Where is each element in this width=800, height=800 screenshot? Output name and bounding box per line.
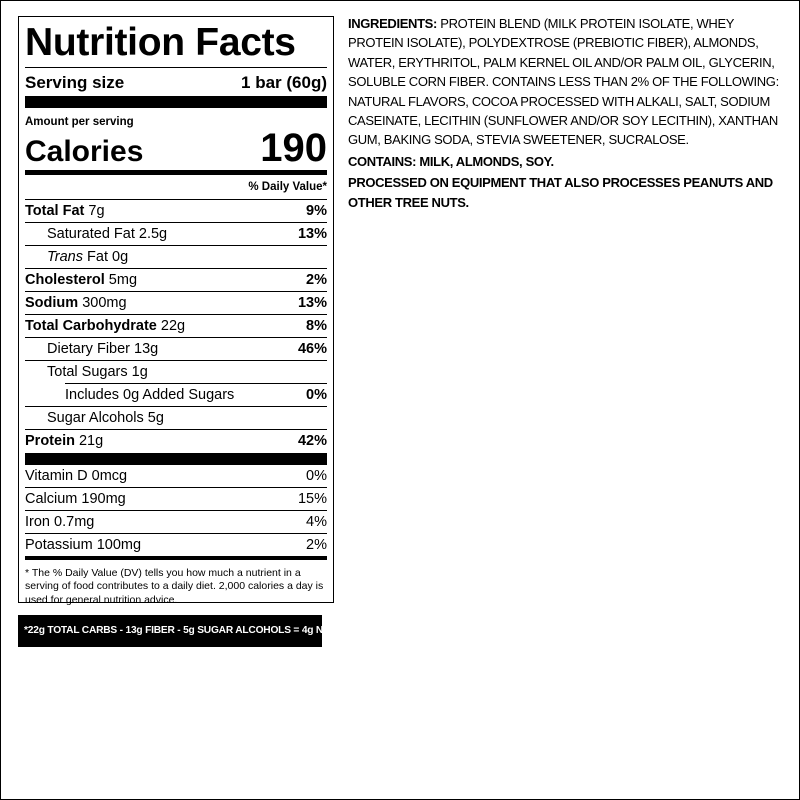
nutrient-name: Saturated Fat (47, 226, 135, 242)
vitamin-amount: 0mcg (91, 468, 128, 484)
serving-size-row: Serving size 1 bar (60g) (25, 68, 327, 96)
nutrient-amount: 21g (78, 433, 104, 449)
ingredients-panel: INGREDIENTS: PROTEIN BLEND (MILK PROTEIN… (348, 14, 788, 212)
nutrient-name: Includes 0g Added Sugars (65, 387, 235, 403)
nutrient-amount: 13g (134, 341, 159, 357)
nutrient-amount: 22g (160, 318, 186, 334)
rule (25, 453, 327, 464)
vitamin-dv: 4% (306, 514, 327, 530)
nutrient-dv: 42% (297, 433, 327, 449)
nutrient-row: Total Fat 7g 9% (25, 199, 327, 222)
nutrient-name: Total Sugars (47, 364, 128, 380)
nutrient-row: Saturated Fat 2.5g 13% (25, 222, 327, 245)
nutrient-amount: 1g (131, 364, 148, 380)
vitamin-dv: 2% (306, 537, 327, 553)
amount-per-serving: Amount per serving (25, 116, 134, 128)
nutrient-name: Protein (25, 433, 75, 449)
processed-statement: PROCESSED ON EQUIPMENT THAT ALSO PROCESS… (348, 175, 773, 210)
nutrient-dv: 46% (297, 341, 327, 357)
nutrient-row: Dietary Fiber 13g 46% (25, 337, 327, 360)
nutrient-dv: 8% (306, 318, 327, 334)
rule (25, 170, 327, 175)
vitamin-name: Potassium (25, 537, 93, 553)
nutrient-dv: 13% (297, 226, 327, 242)
nutrient-amount: 7g (88, 203, 105, 219)
nutrient-row: Protein 21g 42% (25, 429, 327, 452)
nutrient-name-italic: Trans (47, 249, 83, 265)
vitamin-dv: 15% (297, 491, 327, 507)
nutrient-dv: 2% (306, 272, 327, 288)
nutrient-dv: 0% (306, 387, 327, 403)
net-carbs: *22g TOTAL CARBS - 13g FIBER - 5g SUGAR … (18, 615, 374, 647)
vitamin-text: Calcium 190mg (25, 488, 126, 510)
ingredients-text: PROTEIN BLEND (MILK PROTEIN ISOLATE, WHE… (348, 16, 779, 148)
rule (25, 96, 327, 108)
nutrient-name: Sugar Alcohols (47, 410, 144, 426)
vitamin-row: Iron 0.7mg 4% (25, 510, 327, 533)
nutrient-dv: 9% (306, 203, 327, 219)
nutrient-name: Sodium (25, 295, 79, 311)
vitamin-list: Vitamin D 0mcg 0% Calcium 190mg 15% Iron 0.7… (25, 464, 327, 556)
nutrient-row: Cholesterol 5mg 2% (25, 268, 327, 291)
daily-value-header: % Daily Value* (248, 181, 327, 193)
nutrient-name: Total Carbohydrate (25, 318, 157, 334)
vitamin-name: Iron (25, 514, 50, 530)
nutrient-amount: 0g (112, 249, 129, 265)
ingredients: INGREDIENTS: PROTEIN BLEND (MILK PROTEIN… (348, 14, 788, 150)
nutrient-name: Total Fat (25, 203, 85, 219)
vitamin-row: Potassium 100mg 2% (25, 533, 327, 556)
nutrient-amount: 5g (147, 410, 164, 426)
ingredients-label: INGREDIENTS: (348, 16, 437, 31)
nutrient-name: Cholesterol (25, 272, 105, 288)
vitamin-row: Calcium 190mg 15% (25, 487, 327, 510)
vitamin-text: Vitamin D 0mcg (25, 465, 127, 487)
nutrient-name: Dietary Fiber (47, 341, 130, 357)
nutrient-name: Fat (87, 249, 108, 265)
vitamin-dv: 0% (306, 468, 327, 484)
vitamin-text: Iron 0.7mg (25, 511, 94, 533)
contains: CONTAINS: MILK, ALMONDS, SOY. (348, 153, 554, 169)
nutrient-row: Sugar Alcohols 5g (25, 406, 327, 429)
serving-size: 1 bar (60g) (241, 73, 327, 92)
serving-size-label: Serving size (25, 73, 125, 92)
nutrient-row: Total Sugars 1g (25, 360, 327, 383)
vitamin-row: Vitamin D 0mcg 0% (25, 464, 327, 487)
vitamin-amount: 100mg (96, 537, 142, 553)
vitamin-text: Potassium 100mg (25, 534, 141, 556)
vitamin-amount: 190mg (81, 491, 126, 507)
calories: 190 (260, 126, 327, 170)
nutrient-amount: 300mg (82, 295, 127, 311)
vitamin-name: Calcium (25, 491, 78, 507)
nutrient-list: Total Fat 7g 9% Saturated Fat 2.5g 13% Tra… (25, 199, 327, 452)
nutrient-row: Trans Fat 0g (25, 245, 327, 268)
vitamin-amount: 0.7mg (54, 514, 95, 530)
nutrient-dv: 13% (297, 295, 327, 311)
nutrition-facts-panel: Nutrition Facts Serving size 1 bar (60g)… (18, 16, 334, 606)
nutrient-row: Total Carbohydrate 22g 8% (25, 314, 327, 337)
calories-row: Calories 190 (25, 126, 327, 170)
nutrient-row: Includes 0g Added Sugars 0% (65, 383, 327, 406)
nutrient-row: Sodium 300mg 13% (25, 291, 327, 314)
nutrient-amount: 2.5g (138, 226, 168, 242)
title: Nutrition Facts (25, 17, 327, 68)
footnote: * The % Daily Value (DV) tells you how m… (25, 567, 324, 606)
vitamin-name: Vitamin D (25, 468, 88, 484)
nutrient-amount: 5mg (108, 272, 138, 288)
calories-label: Calories (25, 135, 144, 168)
rule (25, 556, 327, 560)
